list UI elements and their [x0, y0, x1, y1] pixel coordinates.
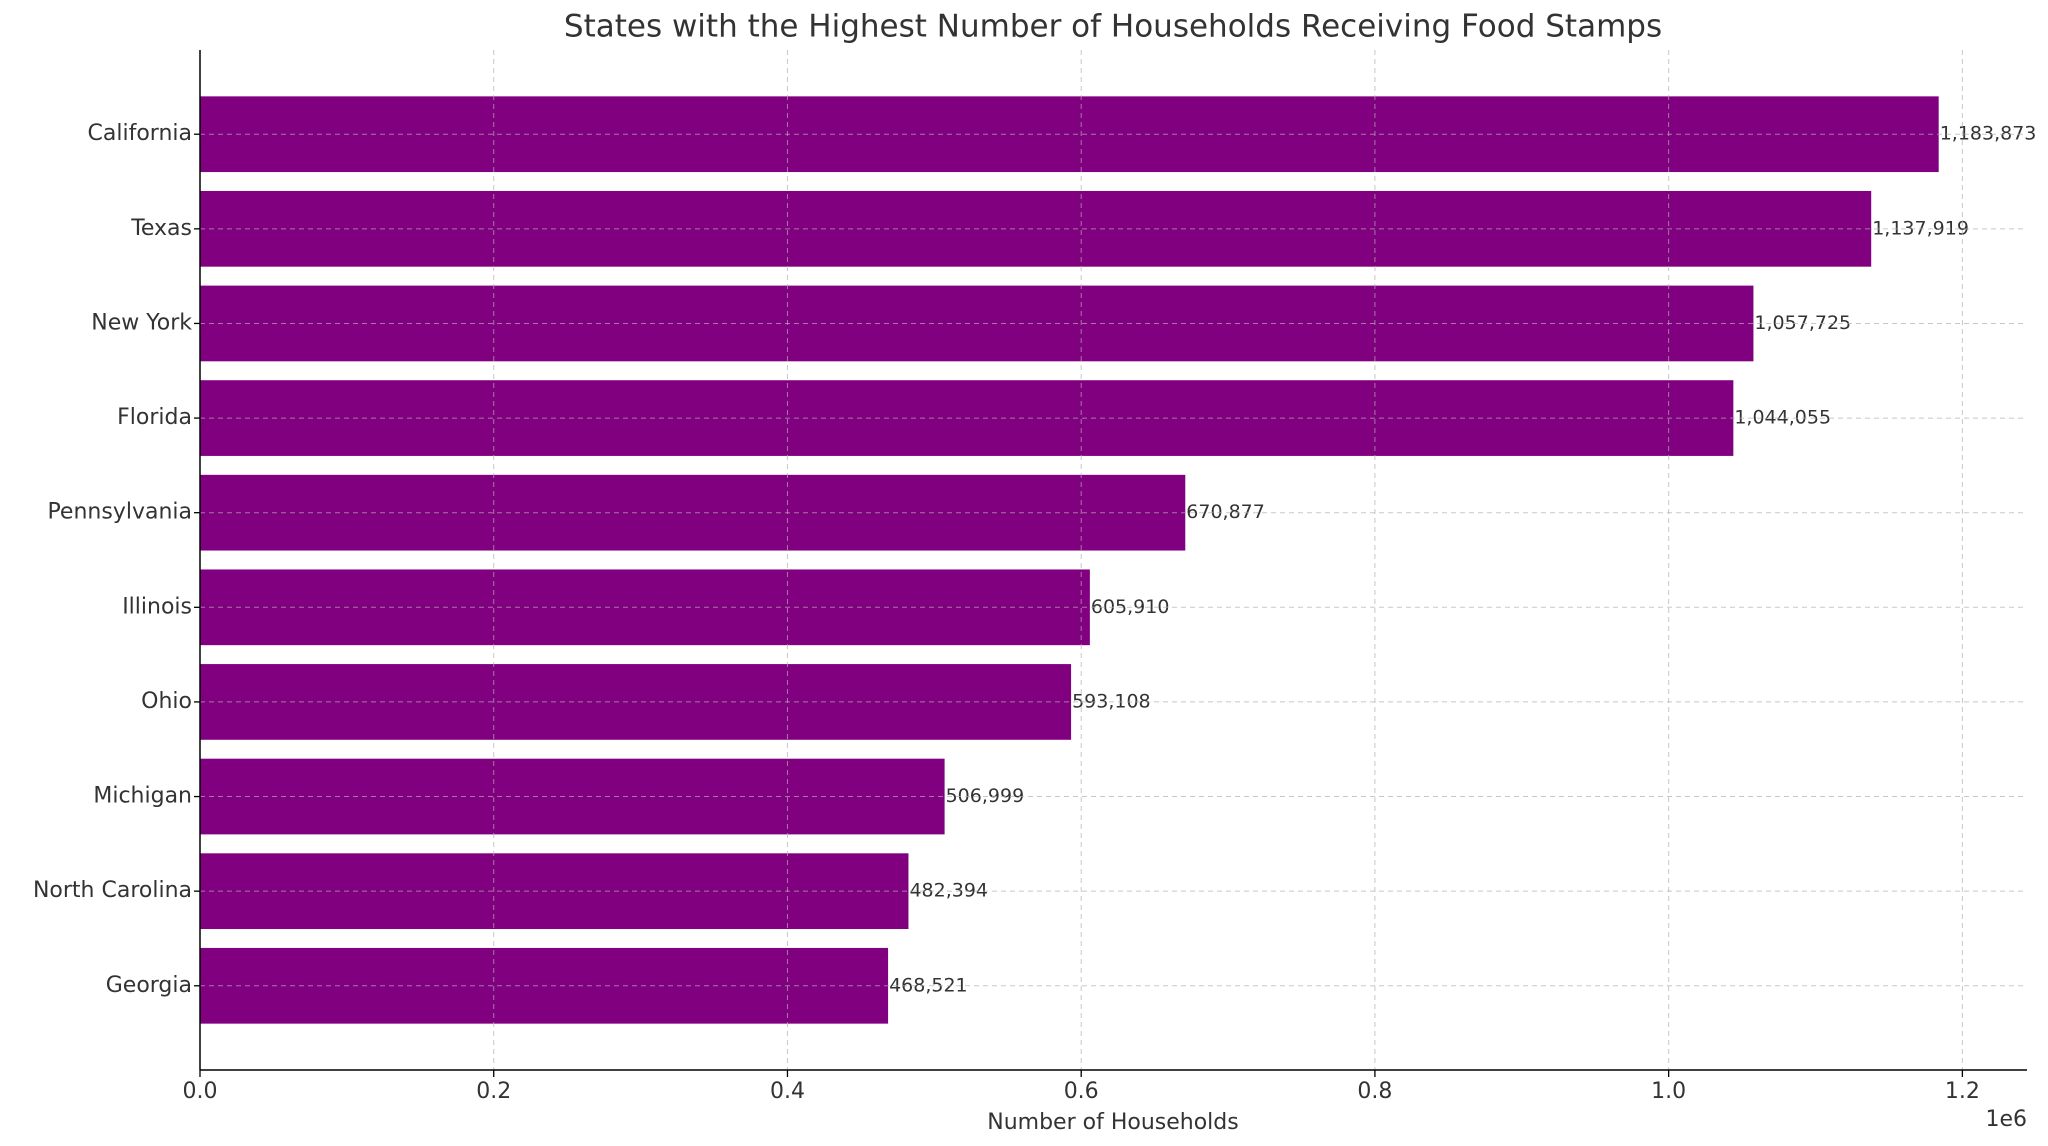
category-label: North Carolina — [33, 878, 192, 903]
category-label: Texas — [130, 216, 192, 241]
category-label: California — [88, 121, 192, 146]
value-label: 670,877 — [1186, 501, 1265, 523]
category-label: Pennsylvania — [47, 500, 192, 525]
category-label: Florida — [117, 405, 192, 430]
value-label: 468,521 — [889, 974, 968, 996]
bar — [200, 190, 1872, 267]
category-label: Illinois — [122, 594, 192, 619]
x-tick-label: 1.2 — [1945, 1079, 1980, 1104]
x-axis-label: Number of Households — [987, 1110, 1238, 1135]
x-offset-label: 1e6 — [1985, 1107, 2027, 1132]
category-label: New York — [91, 310, 192, 335]
value-label: 1,183,873 — [1940, 123, 2037, 145]
x-tick-label: 0.2 — [476, 1079, 511, 1104]
chart-title: States with the Highest Number of Househ… — [564, 9, 1662, 45]
value-label: 1,044,055 — [1734, 407, 1831, 429]
x-tick-label: 1.0 — [1651, 1079, 1686, 1104]
x-tick-label: 0.6 — [1064, 1079, 1099, 1104]
x-tick-label: 0.4 — [770, 1079, 805, 1104]
category-label: Michigan — [93, 784, 192, 809]
x-tick-label: 0.8 — [1357, 1079, 1392, 1104]
category-label: Ohio — [141, 689, 192, 714]
category-label: Georgia — [106, 973, 192, 998]
x-tick-label: 0.0 — [183, 1079, 218, 1104]
